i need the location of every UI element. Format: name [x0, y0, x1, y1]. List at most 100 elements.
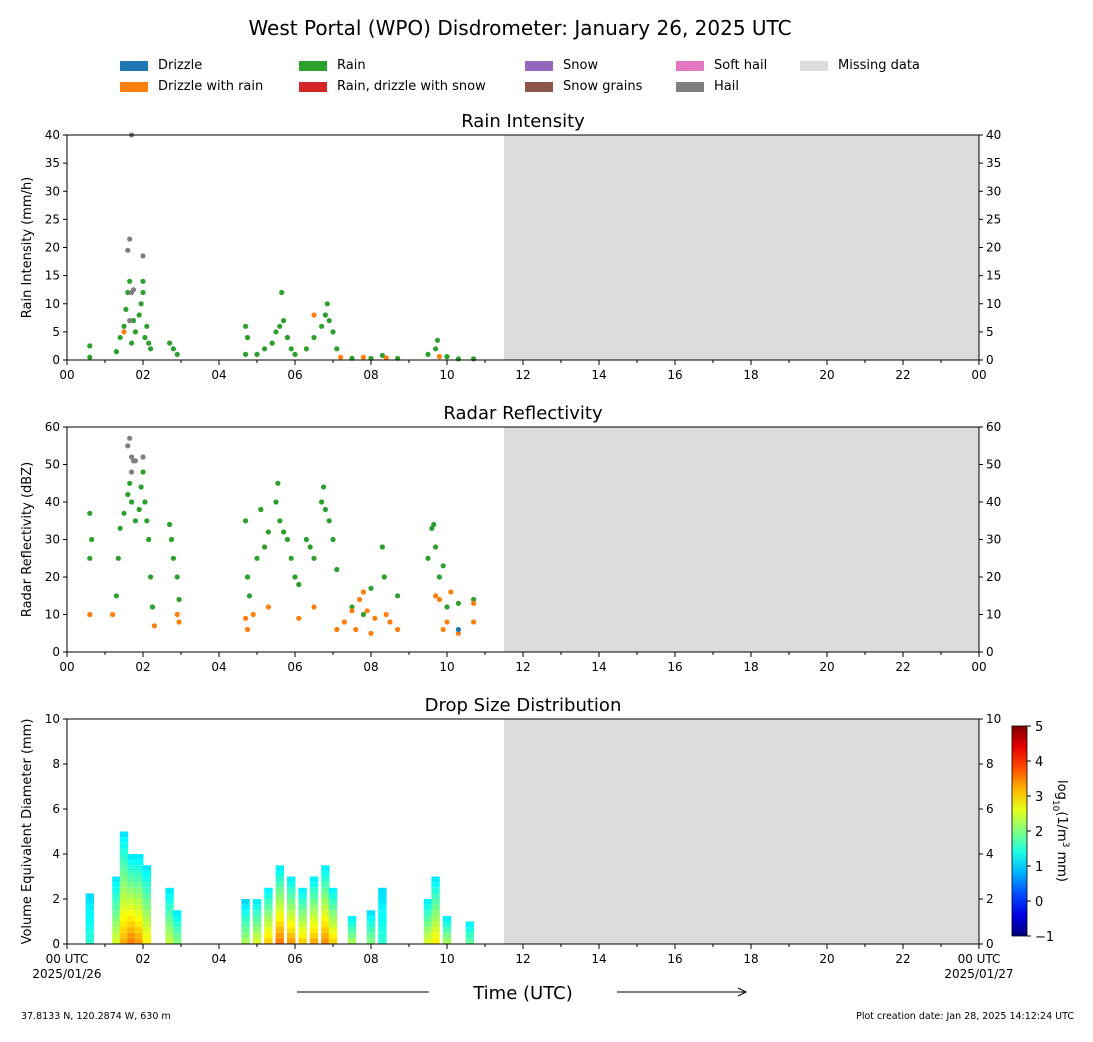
- dsd-cell: [378, 932, 387, 939]
- data-point: [326, 518, 332, 524]
- dsd-cell: [366, 915, 376, 922]
- dsd-cell: [431, 915, 440, 922]
- dsd-cell: [298, 915, 307, 922]
- dsd-cell: [321, 932, 330, 939]
- x-tick-label: 10: [439, 368, 454, 382]
- data-point: [125, 247, 131, 253]
- x-tick-label: 08: [363, 952, 378, 966]
- y-tick-label: 50: [986, 458, 1001, 472]
- data-point: [292, 351, 298, 357]
- x-tick-label: 22: [895, 368, 910, 382]
- data-point: [87, 343, 93, 349]
- dsd-cell: [142, 921, 151, 928]
- data-point: [262, 544, 268, 550]
- dsd-cell: [378, 904, 387, 911]
- data-point: [142, 334, 148, 341]
- dsd-cell: [347, 938, 357, 944]
- legend-label: Rain, drizzle with snow: [337, 79, 486, 94]
- data-point: [146, 340, 152, 346]
- missing-data-region: [504, 427, 979, 652]
- data-point: [174, 574, 180, 580]
- data-point: [444, 619, 450, 625]
- x-tick-label-end: 00 UTC: [958, 952, 1001, 966]
- dsd-cell: [287, 876, 296, 883]
- legend-item-drizzle-with-rain: Drizzle with rain: [120, 79, 263, 94]
- y-tick-label: 2: [52, 892, 60, 906]
- data-point: [243, 351, 249, 357]
- dsd-cell: [328, 899, 338, 905]
- data-point: [360, 589, 366, 595]
- data-point: [167, 340, 173, 346]
- dsd-cell: [378, 899, 387, 905]
- dsd-cell: [127, 927, 136, 933]
- dsd-cell: [135, 859, 144, 866]
- colorbar-tick-label: 2: [1035, 825, 1043, 840]
- data-point: [87, 510, 93, 516]
- dsd-cell: [321, 921, 330, 928]
- dsd-cell: [321, 887, 330, 894]
- colorbar-tick-label: 4: [1035, 755, 1043, 770]
- data-point: [170, 346, 176, 352]
- y-tick-label: 40: [45, 128, 60, 142]
- data-point: [357, 596, 363, 603]
- data-point: [471, 596, 477, 603]
- data-point: [269, 340, 275, 346]
- x-tick-label: 12: [515, 368, 530, 382]
- dsd-cell: [275, 910, 284, 916]
- dsd-cell: [366, 921, 376, 928]
- data-point: [349, 604, 355, 610]
- dsd-cell: [328, 893, 338, 899]
- dsd-cell: [112, 938, 121, 944]
- x-tick-label: 12: [515, 660, 530, 674]
- data-point: [168, 536, 175, 543]
- dsd-cell: [431, 927, 440, 933]
- dsd-cell: [309, 899, 319, 905]
- data-point: [341, 619, 347, 625]
- data-point: [132, 518, 138, 524]
- dsd-cell: [328, 887, 338, 894]
- dsd-cell: [321, 876, 330, 883]
- data-point: [121, 510, 127, 516]
- dsd-cell: [431, 921, 440, 928]
- y-tick-label: 10: [986, 712, 1001, 726]
- dsd-cell: [119, 927, 129, 933]
- dsd-cell: [287, 910, 296, 916]
- dsd-cell: [165, 938, 174, 944]
- data-point: [117, 525, 123, 531]
- dsd-cell: [431, 904, 440, 911]
- dsd-cell: [264, 915, 273, 922]
- dsd-cell: [119, 932, 129, 939]
- dsd-cell: [119, 882, 129, 888]
- dsd-cell: [366, 910, 376, 916]
- dsd-cell: [127, 910, 136, 916]
- data-point: [338, 354, 344, 360]
- dsd-cell: [465, 921, 474, 928]
- dsd-cell: [287, 938, 296, 944]
- dsd-cell: [442, 927, 452, 933]
- dsd-cell: [309, 921, 319, 928]
- dsd-cell: [135, 854, 144, 860]
- x-tick-label: 12: [515, 952, 530, 966]
- dsd-cell: [287, 893, 296, 899]
- dsd-cell: [119, 921, 129, 928]
- data-point: [381, 574, 387, 580]
- y-tick-label: 5: [52, 325, 60, 339]
- dsd-cell: [241, 921, 250, 928]
- dsd-cell: [431, 876, 440, 883]
- data-point: [167, 521, 173, 528]
- dsd-cell: [275, 921, 284, 928]
- dsd-cell: [309, 904, 319, 911]
- data-point: [174, 351, 180, 357]
- data-point: [243, 518, 249, 524]
- dsd-cell: [252, 915, 262, 922]
- y-tick-label: 60: [45, 420, 60, 434]
- dsd-cell: [275, 899, 284, 905]
- data-point: [322, 506, 328, 513]
- dsd-cell: [287, 882, 296, 888]
- dsd-cell: [252, 904, 262, 911]
- x-tick-label: 10: [439, 952, 454, 966]
- data-point: [136, 506, 142, 513]
- legend-item-rain: Rain: [299, 58, 366, 73]
- data-point: [471, 619, 477, 625]
- plot-creation-date: Plot creation date: Jan 28, 2025 14:12:2…: [856, 1011, 1074, 1022]
